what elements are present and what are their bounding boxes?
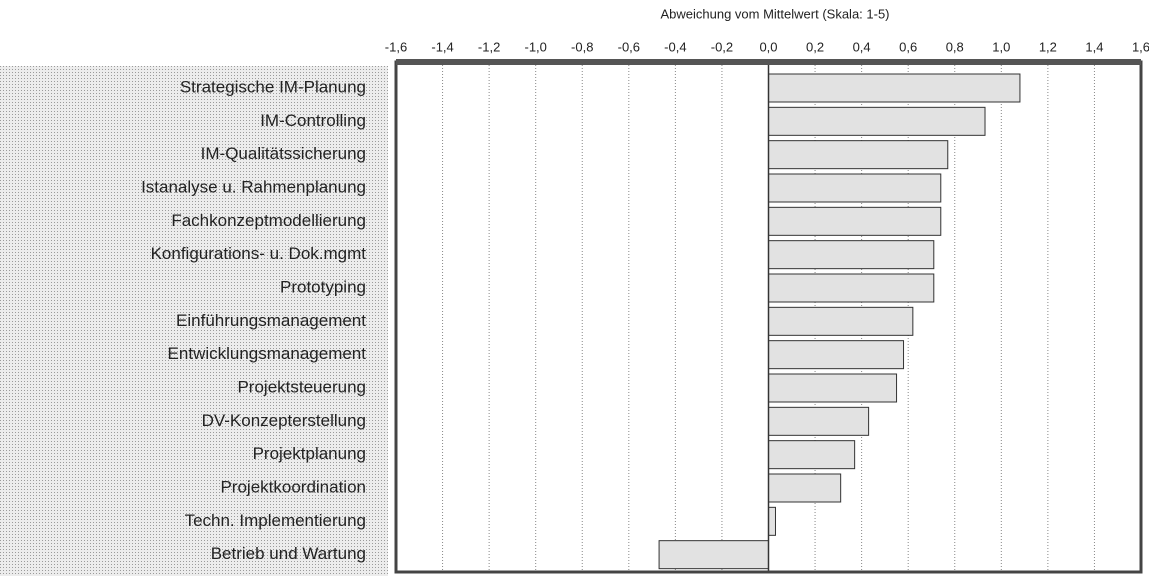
x-tick-label: 1,4 [1085, 39, 1103, 54]
x-tick-label: -0,6 [618, 39, 640, 54]
category-label: Betrieb und Wartung [211, 544, 366, 563]
category-label: Fachkonzeptmodellierung [171, 211, 366, 230]
axis-title: Abweichung vom Mittelwert (Skala: 1-5) [660, 6, 889, 21]
bar [768, 440, 856, 470]
x-tick-label: -0,2 [711, 39, 733, 54]
category-label: IM-Qualitätssicherung [201, 144, 366, 163]
bar [768, 240, 935, 270]
x-tick-label: 1,0 [992, 39, 1010, 54]
x-tick-label: 1,2 [1039, 39, 1057, 54]
x-tick-label: 0,2 [806, 39, 824, 54]
x-tick-label: -1,2 [478, 39, 500, 54]
bar [768, 106, 986, 136]
bar [768, 340, 905, 370]
bar [768, 473, 842, 503]
category-label: Istanalyse u. Rahmenplanung [141, 177, 366, 196]
category-label: Einführungsmanagement [176, 311, 366, 330]
label-panel [0, 66, 388, 576]
x-tick-label: -1,6 [385, 39, 407, 54]
bar [768, 73, 1021, 103]
x-tick-label: -0,8 [571, 39, 593, 54]
x-tick-label: -1,0 [524, 39, 546, 54]
bar [768, 506, 776, 536]
category-label: DV-Konzepterstellung [202, 411, 366, 430]
x-tick-label: 0,8 [946, 39, 964, 54]
category-label: Projektplanung [253, 444, 366, 463]
bar [768, 406, 870, 436]
x-tick-label: 0,0 [759, 39, 777, 54]
x-tick-label: 1,6 [1132, 39, 1149, 54]
x-tick-label: 0,6 [899, 39, 917, 54]
bar [768, 373, 898, 403]
x-tick-label: -0,4 [664, 39, 686, 54]
bar [768, 273, 935, 303]
bar [768, 206, 942, 236]
bar [768, 306, 914, 336]
category-label: Konfigurations- u. Dok.mgmt [151, 244, 367, 263]
category-label: IM-Controlling [260, 111, 366, 130]
category-label: Projektsteuerung [237, 377, 366, 396]
x-tick-label: -1,4 [431, 39, 453, 54]
x-tick-label: 0,4 [853, 39, 871, 54]
bar [768, 173, 942, 203]
category-label: Strategische IM-Planung [180, 77, 366, 96]
category-label: Entwicklungsmanagement [168, 344, 367, 363]
bar [658, 540, 769, 570]
category-label: Prototyping [280, 277, 366, 296]
bar [768, 140, 949, 170]
category-label: Projektkoordination [220, 477, 366, 496]
category-label: Techn. Implementierung [185, 511, 366, 530]
